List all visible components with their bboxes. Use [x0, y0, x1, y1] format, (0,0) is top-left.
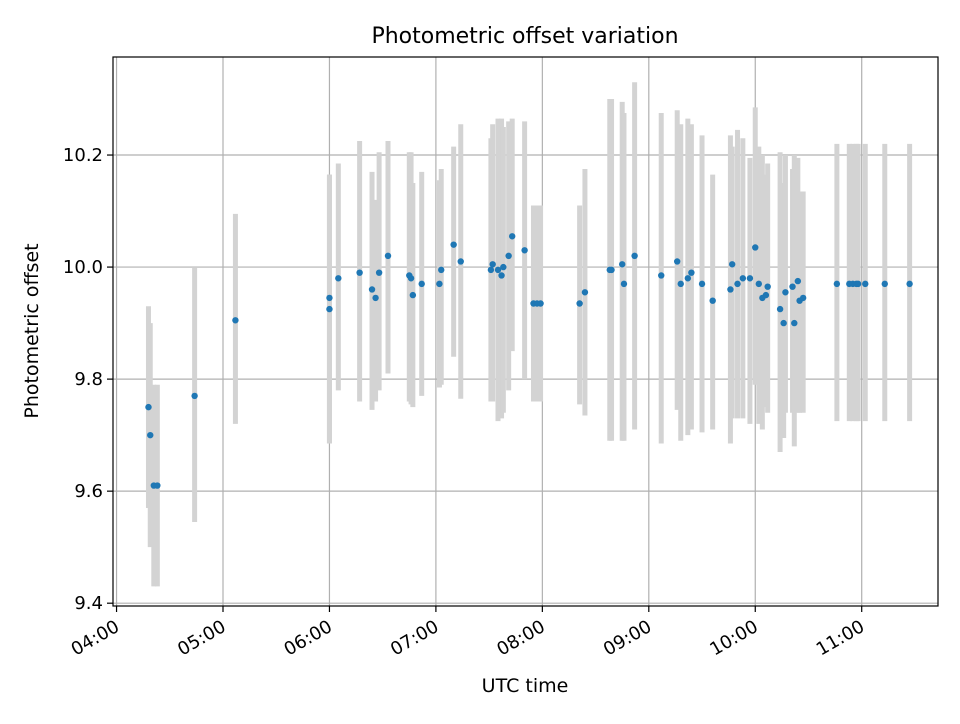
data-point: [326, 305, 333, 313]
data-point: [372, 294, 379, 302]
x-tick-label: 08:00: [493, 616, 548, 660]
data-point: [881, 280, 888, 288]
x-axis-label: UTC time: [482, 675, 569, 697]
x-tick-label: 09:00: [600, 616, 655, 660]
data-point: [854, 280, 862, 288]
y-axis-ticks: 9.4 9.6 9.8 10.0 10.2: [63, 145, 113, 614]
x-axis-ticks: 04:00 05:00 06:00 07:00 08:00 09:00 10:00 11:00: [68, 606, 868, 660]
data-point: [789, 283, 796, 290]
data-point: [755, 280, 763, 288]
data-point: [498, 272, 505, 279]
data-point: [608, 266, 615, 274]
data-point: [746, 275, 754, 282]
data-point: [677, 280, 684, 288]
data-point: [436, 280, 443, 288]
data-point: [728, 261, 736, 268]
data-point: [833, 280, 841, 288]
data-point: [618, 261, 626, 268]
data-point: [521, 247, 528, 254]
data-point: [508, 233, 516, 240]
y-tick-label: 9.4: [74, 593, 103, 614]
data-point: [799, 294, 807, 302]
data-point: [505, 252, 512, 260]
data-point: [500, 263, 507, 271]
data-point: [356, 269, 363, 276]
data-points: [145, 233, 913, 489]
data-point: [739, 275, 747, 282]
x-tick-label: 11:00: [813, 616, 868, 660]
y-tick-label: 9.8: [74, 369, 103, 390]
data-point: [709, 297, 716, 304]
data-point: [450, 241, 457, 248]
x-tick-label: 07:00: [387, 616, 442, 660]
data-point: [326, 294, 333, 302]
data-point: [489, 261, 496, 268]
data-point: [727, 286, 734, 293]
data-point: [631, 252, 638, 260]
data-point: [368, 286, 376, 293]
data-point: [752, 244, 759, 251]
y-tick-label: 10.0: [63, 257, 103, 278]
data-point: [145, 403, 152, 411]
data-point: [537, 300, 544, 307]
x-tick-label: 05:00: [174, 616, 229, 660]
error-bars: [145, 82, 913, 587]
data-point: [791, 319, 798, 327]
data-point: [698, 280, 706, 288]
data-point: [782, 289, 789, 296]
data-point: [734, 280, 741, 288]
data-point: [487, 266, 495, 274]
plot-frame: [112, 56, 939, 607]
data-point: [438, 266, 445, 274]
data-point: [457, 258, 464, 265]
data-point: [576, 300, 583, 307]
x-tick-label: 04:00: [68, 616, 123, 660]
data-point: [191, 392, 198, 400]
data-point: [906, 280, 913, 288]
data-point: [684, 275, 692, 282]
data-point: [384, 252, 392, 260]
data-point: [581, 289, 589, 296]
y-tick-label: 9.6: [74, 481, 103, 502]
x-tick-label: 06:00: [281, 616, 336, 660]
data-point: [688, 269, 695, 276]
data-point: [409, 291, 417, 299]
data-point: [232, 317, 239, 324]
data-point: [762, 291, 770, 299]
data-point: [673, 258, 681, 265]
data-point: [154, 482, 161, 489]
data-point: [794, 277, 802, 285]
data-point: [620, 280, 628, 288]
data-point: [335, 275, 342, 282]
y-axis-label: Photometric offset: [21, 243, 43, 418]
x-tick-label: 10:00: [706, 616, 761, 660]
data-point: [658, 272, 665, 279]
data-point: [147, 431, 154, 439]
data-point: [764, 283, 771, 290]
y-tick-label: 10.2: [63, 145, 103, 166]
data-point: [776, 305, 784, 313]
data-point: [375, 269, 383, 276]
data-point: [494, 266, 502, 274]
data-point: [780, 319, 787, 327]
data-point: [862, 280, 869, 288]
data-point: [418, 280, 425, 288]
chart-title: Photometric offset variation: [371, 24, 678, 49]
data-point: [407, 275, 415, 282]
